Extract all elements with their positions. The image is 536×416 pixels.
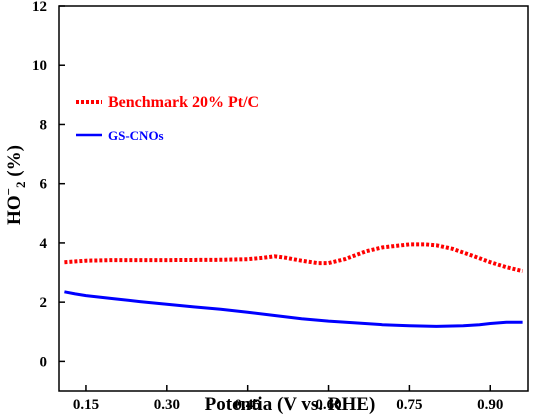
x-axis: 0.15 0.30 0.45 0.60 0.75 0.90 — [73, 385, 503, 413]
y-tick-label: 10 — [32, 58, 47, 74]
y-axis-title-main: HO — [4, 195, 25, 225]
legend-label-2: GS-CNOs — [108, 128, 164, 143]
series-line-2 — [64, 290, 523, 328]
y-axis: 0 2 4 6 8 10 12 — [32, 0, 65, 370]
plot-frame — [58, 5, 529, 392]
x-tick-label: 0.90 — [477, 397, 503, 413]
x-tick-label: 0.60 — [315, 397, 341, 413]
x-tick-label: 0.75 — [396, 397, 422, 413]
y-tick-label: 12 — [32, 0, 47, 15]
legend: Benchmark 20% Pt/C GS-CNOs — [76, 94, 259, 143]
series-line-1 — [64, 242, 524, 274]
y-tick-label: 4 — [40, 236, 48, 252]
y-tick-label: 6 — [40, 177, 48, 193]
y-tick-label: 2 — [40, 295, 48, 311]
legend-label-1: Benchmark 20% Pt/C — [108, 94, 259, 111]
y-axis-title-tail: (%) — [4, 145, 25, 181]
x-axis-title: Potentia (V vs. RHE) — [205, 394, 376, 415]
y-tick-label: 8 — [40, 117, 48, 133]
y-axis-title-sub: 2 — [13, 181, 28, 188]
y-axis-title: HO−2 (%) — [1, 145, 28, 225]
x-tick-label: 0.45 — [235, 397, 261, 413]
x-tick-label: 0.15 — [73, 397, 99, 413]
x-tick-label: 0.30 — [154, 397, 180, 413]
y-axis-title-sup: − — [1, 188, 16, 195]
series-layer — [64, 242, 524, 328]
y-tick-label: 0 — [40, 354, 48, 370]
